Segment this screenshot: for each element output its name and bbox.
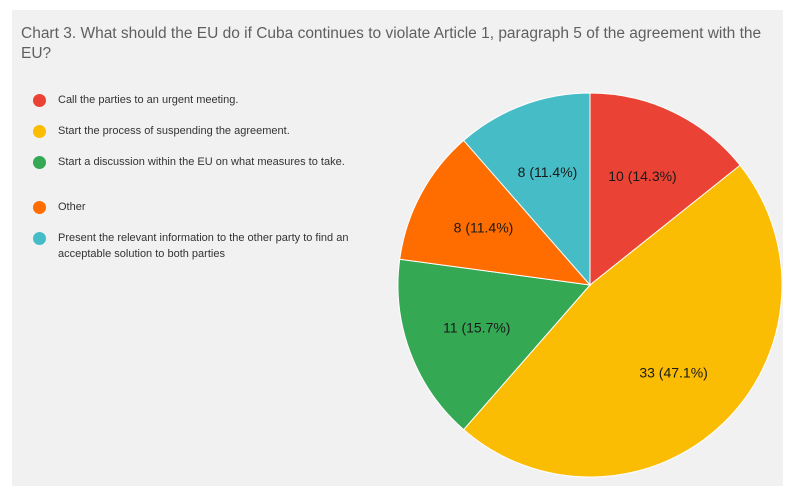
legend-swatch bbox=[33, 232, 46, 245]
legend-item-discussion[interactable]: Start a discussion within the EU on what… bbox=[33, 154, 378, 186]
legend-label: Call the parties to an urgent meeting. bbox=[58, 94, 239, 106]
pie-slice[interactable] bbox=[397, 258, 591, 431]
legend-item-suspend-agreement[interactable]: Start the process of suspending the agre… bbox=[33, 123, 378, 141]
legend-label: Other bbox=[58, 201, 86, 213]
legend-item-other[interactable]: Other bbox=[33, 199, 378, 217]
slice-label: 11 (15.7%) bbox=[443, 320, 510, 336]
pie-slice[interactable] bbox=[462, 164, 783, 478]
legend-swatch bbox=[33, 201, 46, 214]
legend-item-present-info[interactable]: Present the relevant information to the … bbox=[33, 230, 378, 262]
pie-slice[interactable] bbox=[399, 139, 592, 286]
legend-swatch bbox=[33, 94, 46, 107]
legend: Call the parties to an urgent meeting. S… bbox=[33, 92, 378, 262]
legend-label: Present the relevant information to the … bbox=[58, 232, 349, 260]
chart-title: Chart 3. What should the EU do if Cuba c… bbox=[21, 25, 762, 62]
pie-slice[interactable] bbox=[589, 92, 741, 287]
legend-item-urgent-meeting[interactable]: Call the parties to an urgent meeting. bbox=[33, 92, 378, 110]
legend-swatch bbox=[33, 156, 46, 169]
legend-label: Start a discussion within the EU on what… bbox=[58, 156, 345, 168]
slice-label: 8 (11.4%) bbox=[454, 220, 514, 236]
slice-label: 8 (11.4%) bbox=[518, 164, 578, 180]
pie-slice[interactable] bbox=[462, 92, 591, 287]
slice-label: 33 (47.1%) bbox=[639, 364, 707, 380]
legend-label: Start the process of suspending the agre… bbox=[58, 125, 290, 137]
legend-swatch bbox=[33, 125, 46, 138]
slice-label: 10 (14.3%) bbox=[608, 168, 676, 184]
